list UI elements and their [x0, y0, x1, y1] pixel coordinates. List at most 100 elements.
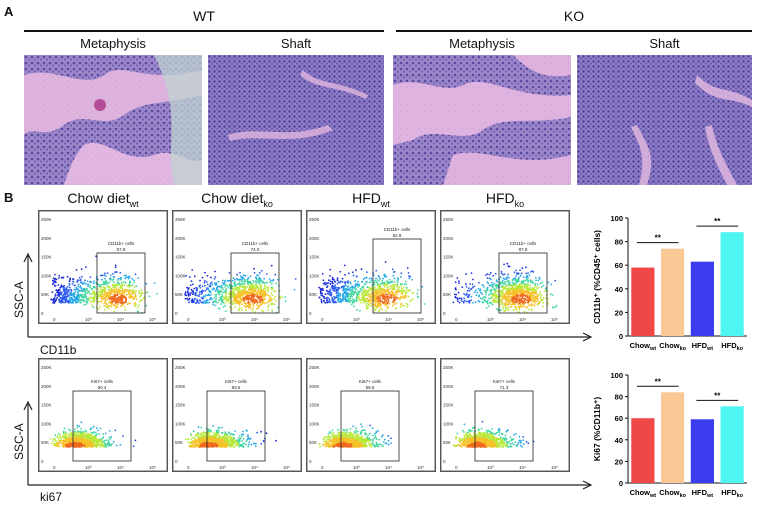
flow-event [104, 286, 106, 289]
flow-event [116, 293, 119, 296]
flow-event [243, 305, 245, 308]
histology-wt-metaphysis [24, 55, 202, 185]
flow-event [223, 281, 226, 284]
flow-event [521, 299, 523, 302]
flow-event [252, 281, 255, 284]
flow-event [251, 283, 254, 285]
flow-event [374, 295, 376, 298]
flow-event [108, 441, 110, 444]
flow-event [404, 281, 407, 283]
flow-event [77, 301, 79, 303]
flow-event [355, 300, 358, 303]
flow-event [239, 275, 242, 277]
flow-event [352, 274, 355, 277]
flow-event [369, 281, 372, 284]
flow-event [234, 299, 237, 302]
flow-x-tick: 10³ [353, 317, 360, 322]
flow-event [66, 275, 69, 278]
flow-event [103, 281, 106, 283]
flow-event [541, 299, 544, 301]
flow-event [213, 297, 216, 299]
flow-event [71, 283, 74, 285]
flow-event [243, 299, 245, 302]
flow-event [184, 297, 187, 300]
flow-event [224, 304, 226, 307]
flow-event [255, 442, 257, 445]
flow-event [374, 303, 377, 306]
flow-event [349, 286, 352, 289]
flow-event [491, 294, 494, 297]
flow-event [354, 279, 357, 282]
flow-event [221, 291, 223, 293]
flow-event [273, 298, 276, 300]
flow-y-tick: 50K [175, 440, 183, 445]
flow-event [503, 273, 506, 276]
flow-event [252, 279, 254, 282]
flow-event [540, 285, 543, 288]
flow-event [214, 270, 216, 273]
flow-event [245, 309, 247, 312]
flow-event [81, 282, 84, 285]
flow-event [134, 302, 137, 304]
flow-event [85, 430, 88, 433]
flow-event [192, 283, 194, 286]
flow-event [76, 433, 79, 436]
flow-event [186, 291, 189, 293]
flow-event [520, 272, 523, 275]
flow-event [397, 281, 399, 284]
flow-event [346, 300, 349, 303]
flow-event [74, 434, 77, 436]
flow-event [125, 276, 128, 279]
flow-event [389, 278, 391, 281]
flow-event [92, 306, 95, 308]
flow-event [478, 294, 481, 297]
flow-event [271, 303, 273, 305]
flow-event [90, 434, 93, 436]
flow-event [253, 272, 256, 274]
flow-axes-row2 [23, 400, 593, 490]
flow-event [238, 309, 240, 312]
flow-event [279, 297, 282, 300]
flow-event [342, 297, 344, 300]
flow-event [336, 279, 339, 281]
flow-event [63, 437, 65, 440]
flow-event [469, 283, 471, 285]
flow-event [264, 294, 267, 297]
flow-event [379, 299, 382, 301]
flow-event [192, 446, 195, 448]
flow-event [511, 279, 514, 282]
flow-event [513, 284, 516, 287]
flow-event [350, 290, 352, 292]
flow-event [369, 298, 372, 300]
flow-event [484, 296, 487, 299]
flow-event [109, 296, 112, 298]
flow-event [109, 278, 112, 281]
flow-event [378, 276, 381, 278]
flow-event [79, 434, 82, 437]
flow-event [326, 286, 328, 289]
flow-event [518, 290, 521, 293]
flow-event [359, 309, 361, 312]
flow-event [117, 279, 119, 282]
flow-event [258, 282, 261, 285]
flow-event [134, 296, 137, 298]
flow-event [540, 294, 543, 296]
gate-box [372, 238, 422, 314]
flow-event [504, 282, 506, 285]
flow-event [185, 294, 188, 297]
flow-event [258, 284, 261, 286]
flow-event [333, 285, 336, 288]
panel-a-letter: A [4, 4, 14, 19]
flow-event [341, 281, 344, 283]
flow-event [221, 286, 224, 289]
flow-event [52, 277, 55, 280]
flow-event [505, 278, 508, 281]
flow-event [257, 287, 260, 290]
flow-y-tick: 150K [175, 403, 186, 408]
flow-event [514, 291, 516, 294]
flow-event [240, 294, 242, 296]
flow-event [206, 299, 208, 301]
flow-event [328, 279, 330, 282]
flow-event [332, 299, 334, 302]
flow-event [396, 279, 398, 282]
